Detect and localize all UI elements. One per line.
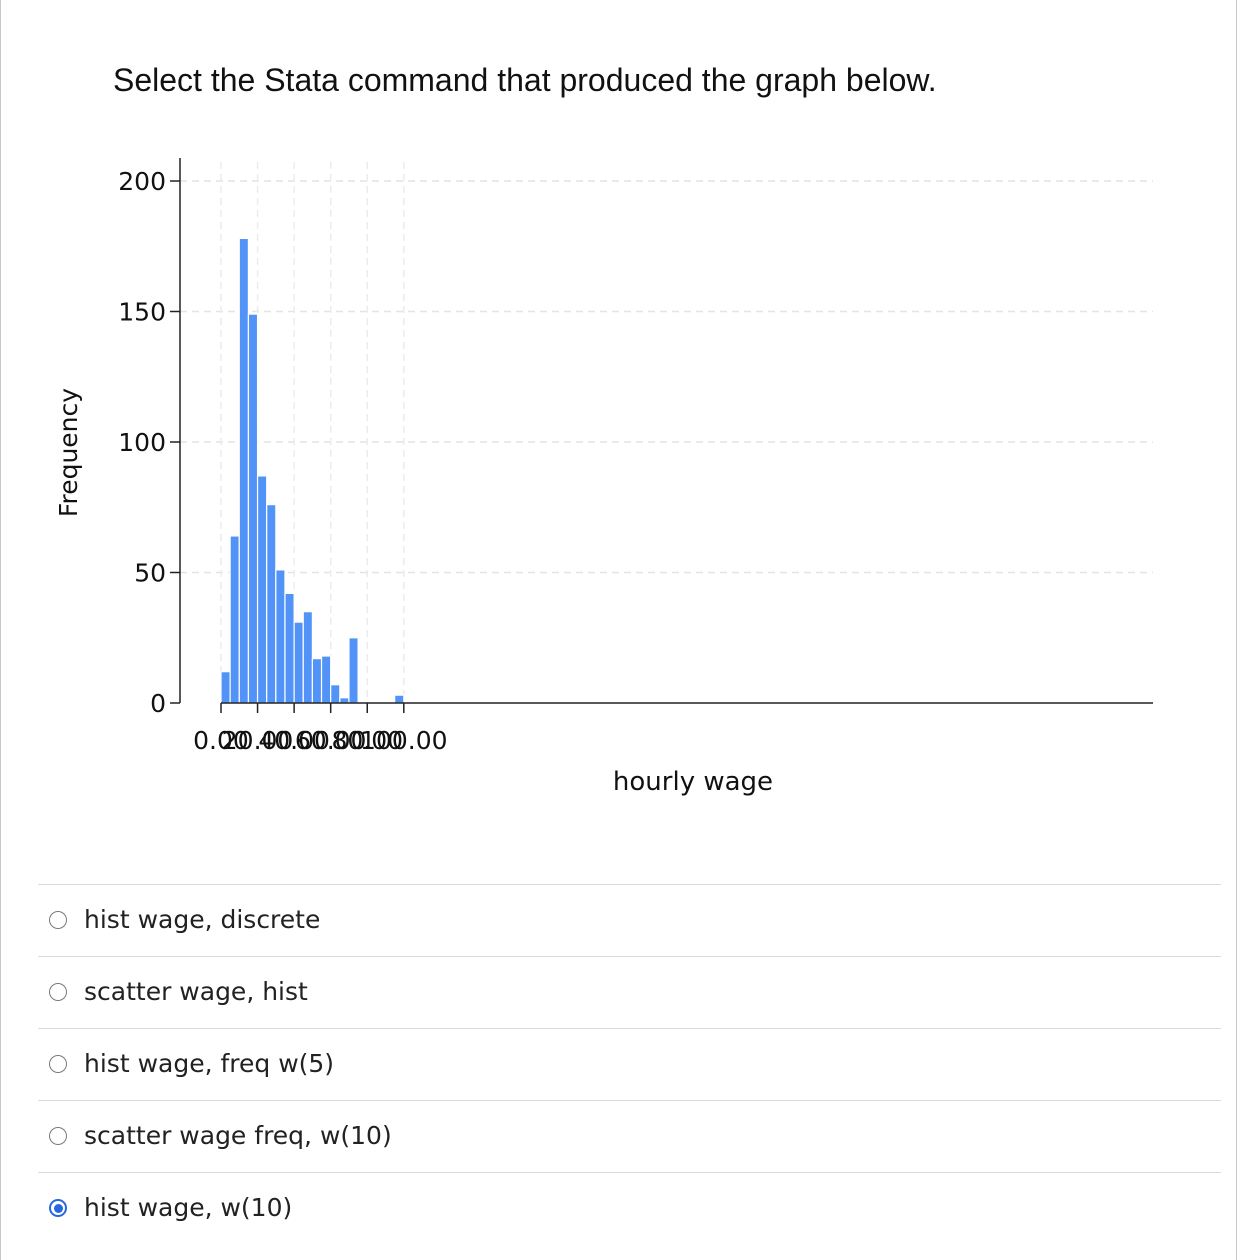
histogram-bar — [348, 637, 359, 704]
y-tick-label: 200 — [118, 167, 166, 196]
x-axis-title: hourly wage — [613, 767, 773, 797]
question-text: Select the Stata command that produced t… — [113, 62, 937, 98]
histogram-bar — [284, 592, 295, 704]
radio-button-icon[interactable] — [49, 983, 67, 1001]
histogram-bar — [311, 658, 323, 704]
answer-option-3[interactable]: hist wage, freq w(5) — [38, 1028, 1221, 1100]
answer-option-1[interactable]: hist wage, discrete — [38, 884, 1221, 956]
answer-option-label: hist wage, discrete — [84, 905, 321, 934]
radio-button-icon[interactable] — [49, 1199, 67, 1217]
y-axis-title: Frequency — [54, 388, 83, 517]
histogram-bar — [394, 694, 405, 704]
histogram-bar — [330, 684, 341, 704]
y-tick-label: 150 — [118, 298, 166, 327]
histogram-chart: 0 50 100 150 200 0.0020.0040.0060.0080.00100.… — [54, 158, 1153, 797]
answer-option-label: scatter wage freq, w(10) — [84, 1121, 392, 1150]
answer-option-label: scatter wage, hist — [84, 977, 308, 1006]
x-tick-label: 20.00 — [222, 726, 294, 755]
answer-option-label: hist wage, freq w(5) — [84, 1049, 335, 1078]
left-frame-border — [0, 0, 1, 1260]
answer-options: hist wage, discrete scatter wage, hist h… — [38, 884, 1221, 1244]
answer-option-4[interactable]: scatter wage freq, w(10) — [38, 1100, 1221, 1172]
y-tick-label: 50 — [134, 559, 166, 588]
answer-option-5[interactable]: hist wage, w(10) — [38, 1172, 1221, 1244]
histogram-bar — [247, 313, 259, 704]
y-tick-label: 100 — [118, 428, 166, 457]
histogram-bar — [293, 621, 304, 704]
x-tick-label: 40.00 — [258, 726, 330, 755]
histogram-bar — [266, 504, 277, 704]
radio-button-icon[interactable] — [49, 1055, 67, 1073]
histogram-bar — [256, 475, 268, 704]
histogram-bar — [238, 237, 250, 704]
right-frame-border — [1236, 0, 1237, 1260]
histogram-bar — [320, 655, 332, 704]
histogram-bar — [229, 535, 240, 704]
radio-button-icon[interactable] — [49, 1127, 67, 1145]
histogram-bar — [275, 569, 286, 704]
answer-option-2[interactable]: scatter wage, hist — [38, 956, 1221, 1028]
histogram-bar — [302, 611, 314, 704]
answer-option-label: hist wage, w(10) — [84, 1193, 293, 1222]
x-tick-label: 60.00 — [295, 726, 367, 755]
x-tick-label: 100.00 — [360, 726, 447, 755]
x-tick-label: 0.00 — [193, 726, 249, 755]
histogram-bar — [339, 697, 350, 704]
histogram-bar — [220, 671, 231, 704]
x-tick-label: 80.00 — [331, 726, 403, 755]
radio-button-icon[interactable] — [49, 911, 67, 929]
y-tick-label: 0 — [150, 689, 166, 718]
